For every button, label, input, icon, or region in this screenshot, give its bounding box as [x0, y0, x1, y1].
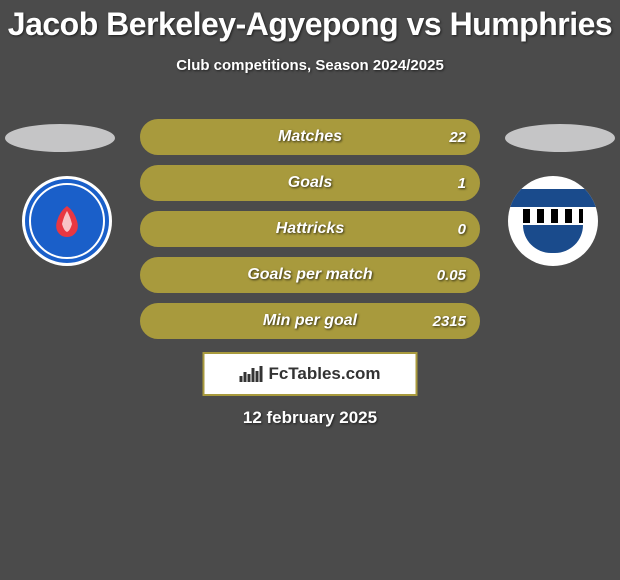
club-logo-left-inner	[29, 183, 105, 259]
stat-value-right: 0.05	[437, 267, 466, 284]
bar-chart-icon	[239, 366, 262, 382]
player-photo-right-placeholder	[505, 124, 615, 152]
stat-value-right: 1	[458, 175, 466, 192]
stat-label: Hattricks	[142, 220, 478, 238]
branding-box[interactable]: FcTables.com	[203, 352, 418, 396]
stat-label: Matches	[142, 128, 478, 146]
stat-row-matches: Matches 22	[140, 119, 480, 155]
stat-row-hattricks: Hattricks 0	[140, 211, 480, 247]
stat-label: Min per goal	[142, 312, 478, 330]
club-logo-right-bottom	[523, 225, 583, 253]
club-logo-left	[22, 176, 112, 266]
stat-label: Goals	[142, 174, 478, 192]
stat-value-right: 22	[449, 129, 466, 146]
subtitle: Club competitions, Season 2024/2025	[0, 57, 620, 74]
stats-container: Matches 22 Goals 1 Hattricks 0 Goals per…	[140, 119, 480, 349]
stat-row-goals-per-match: Goals per match 0.05	[140, 257, 480, 293]
player-photo-left-placeholder	[5, 124, 115, 152]
stat-label: Goals per match	[142, 266, 478, 284]
branding-text: FcTables.com	[268, 364, 380, 384]
club-logo-right-checker	[523, 209, 583, 223]
stat-row-goals: Goals 1	[140, 165, 480, 201]
club-logo-right	[508, 176, 598, 266]
stat-value-right: 2315	[433, 313, 466, 330]
phoenix-icon	[42, 196, 92, 246]
stat-value-right: 0	[458, 221, 466, 238]
club-logo-right-top	[508, 189, 598, 207]
page-title: Jacob Berkeley-Agyepong vs Humphries	[0, 0, 620, 43]
date-text: 12 february 2025	[0, 408, 620, 428]
stat-row-min-per-goal: Min per goal 2315	[140, 303, 480, 339]
